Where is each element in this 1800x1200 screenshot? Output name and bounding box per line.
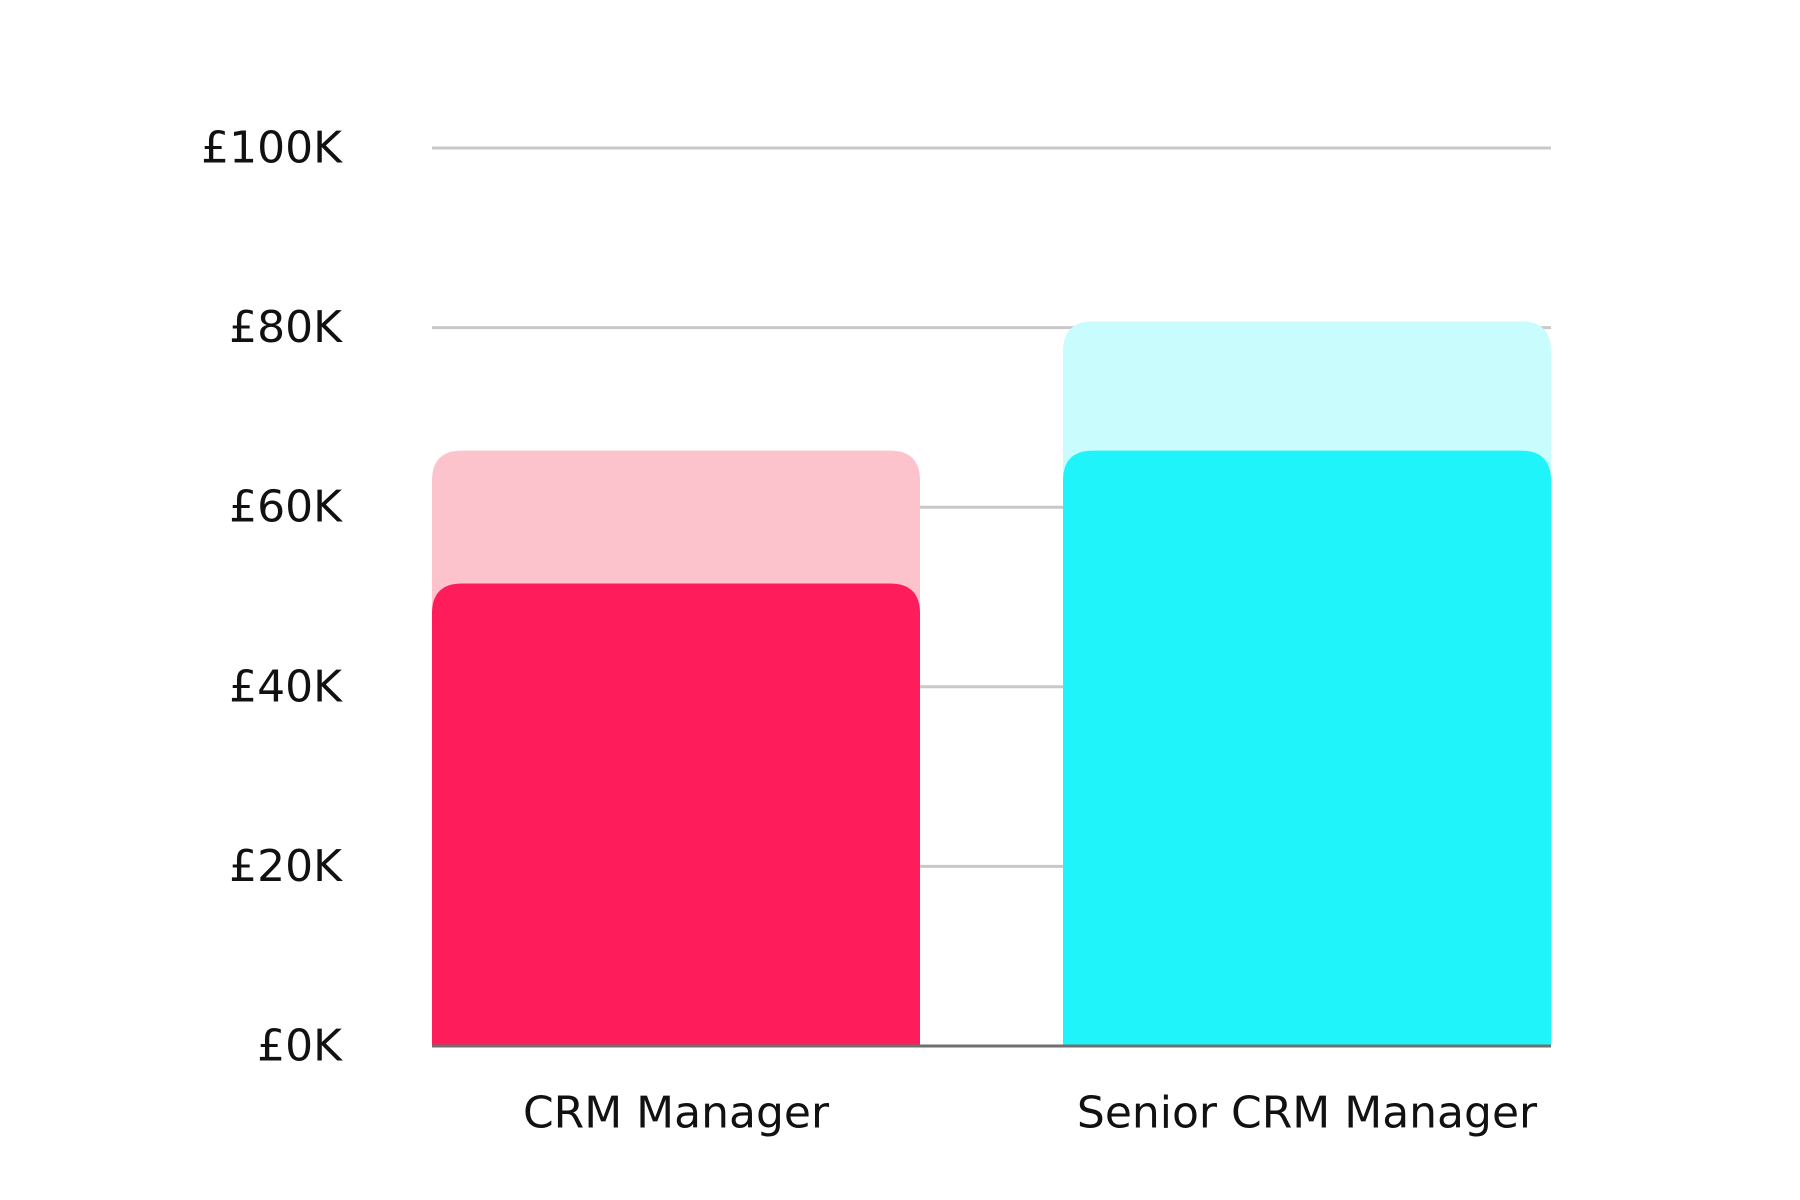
bar-lower-value	[432, 583, 920, 1046]
label-layer: £0K £20K £40K £60K £80K £100K CRM Manager Senio…	[201, 123, 1538, 1139]
x-category-label: Senior CRM Manager	[1077, 1088, 1538, 1139]
y-tick-label: £100K	[201, 123, 343, 174]
y-tick-label: £0K	[257, 1021, 343, 1072]
y-tick-label: £60K	[229, 482, 343, 533]
y-tick-label: £40K	[229, 661, 343, 712]
bar-lower-value	[1063, 450, 1551, 1047]
x-category-label: CRM Manager	[523, 1088, 830, 1139]
bar-layer	[432, 321, 1551, 1047]
y-tick-label: £80K	[229, 302, 343, 353]
y-tick-label: £20K	[229, 841, 343, 892]
